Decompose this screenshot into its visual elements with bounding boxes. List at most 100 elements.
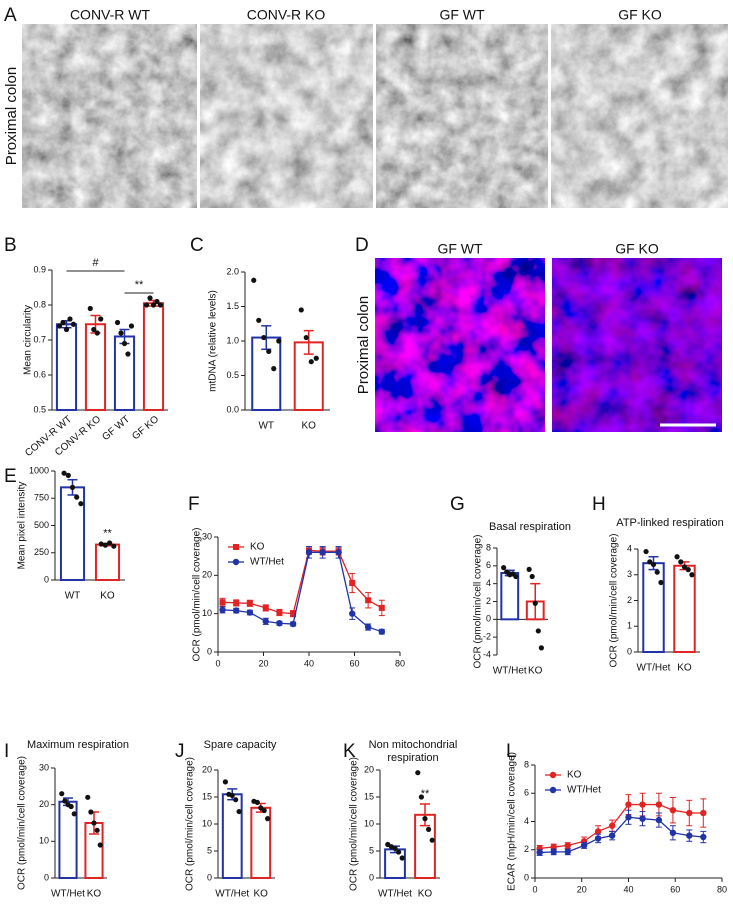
image-title: GF WT bbox=[437, 241, 483, 257]
legend-label: WT/Het bbox=[250, 557, 284, 568]
panel-letter: K bbox=[343, 741, 356, 762]
data-point bbox=[418, 794, 424, 800]
data-point bbox=[114, 319, 121, 326]
x-tick-label: KO bbox=[87, 889, 102, 900]
y-tick-label: 0.5 bbox=[226, 370, 239, 380]
data-point bbox=[700, 833, 707, 841]
data-point bbox=[68, 803, 74, 810]
data-point bbox=[229, 792, 235, 798]
data-point bbox=[608, 822, 616, 829]
data-point bbox=[426, 826, 432, 833]
data-point bbox=[246, 609, 254, 616]
x-tick-label: WT bbox=[258, 421, 274, 432]
y-tick-label: 0 bbox=[627, 646, 632, 656]
data-point bbox=[233, 797, 239, 803]
data-point bbox=[219, 599, 226, 606]
y-tick-label: 20 bbox=[202, 570, 212, 580]
data-point bbox=[308, 359, 314, 365]
x-tick-label: KO bbox=[302, 421, 317, 432]
bar bbox=[673, 564, 696, 653]
y-tick-label: 15 bbox=[364, 791, 374, 801]
data-point bbox=[538, 645, 544, 651]
x-tick-label: WT/Het bbox=[637, 663, 671, 674]
data-point bbox=[658, 579, 664, 586]
significance-label: ** bbox=[135, 279, 144, 291]
y-tick-label: 500 bbox=[34, 520, 49, 530]
x-tick-label: 80 bbox=[717, 884, 727, 894]
data-point bbox=[532, 600, 538, 606]
significance-label: # bbox=[92, 257, 99, 269]
y-axis-label: Mean pixel intensity bbox=[17, 482, 28, 570]
data-point bbox=[594, 828, 602, 835]
data-point bbox=[580, 842, 588, 849]
x-tick-label: WT bbox=[65, 591, 81, 602]
y-tick-label: 0.6 bbox=[33, 369, 46, 379]
y-tick-label: 10 bbox=[202, 818, 212, 828]
significance-label: ** bbox=[103, 527, 112, 539]
data-point bbox=[128, 323, 135, 329]
data-point bbox=[689, 572, 695, 578]
fluorescence-image bbox=[375, 258, 545, 432]
y-tick-label: 1.5 bbox=[226, 301, 239, 311]
y-tick-label: 0 bbox=[207, 646, 212, 656]
data-point bbox=[262, 604, 269, 611]
em-image bbox=[551, 24, 728, 208]
panel-title: respiration bbox=[387, 752, 438, 764]
data-point bbox=[264, 816, 271, 822]
x-tick-label: 0 bbox=[532, 884, 537, 894]
y-tick-label: 15 bbox=[202, 791, 212, 801]
data-point bbox=[639, 815, 646, 822]
data-point bbox=[70, 321, 77, 327]
x-tick-label: 40 bbox=[304, 658, 314, 668]
data-point bbox=[61, 470, 67, 476]
x-tick-label: 20 bbox=[577, 884, 587, 894]
y-tick-label: 30 bbox=[202, 531, 212, 541]
data-point bbox=[233, 599, 240, 606]
data-point bbox=[700, 809, 707, 817]
series-line bbox=[539, 803, 704, 849]
data-point bbox=[236, 808, 242, 815]
data-point bbox=[143, 302, 150, 308]
data-point bbox=[625, 814, 632, 821]
data-point bbox=[378, 604, 385, 611]
data-point bbox=[298, 307, 304, 313]
x-tick-label: 60 bbox=[670, 884, 680, 894]
data-point bbox=[157, 302, 164, 308]
y-tick-label: 10 bbox=[39, 836, 49, 846]
y-tick-label: 30 bbox=[39, 762, 49, 772]
x-tick-label: WT/Het bbox=[493, 666, 527, 677]
data-point bbox=[98, 541, 104, 547]
y-tick-label: 20 bbox=[364, 764, 374, 774]
em-image bbox=[22, 24, 197, 208]
panel-letter: A bbox=[4, 5, 17, 26]
data-point bbox=[85, 794, 91, 800]
y-tick-label: -4 bbox=[483, 649, 491, 659]
x-tick-label: 60 bbox=[349, 658, 359, 668]
data-point bbox=[56, 323, 63, 329]
y-tick-label: 0.8 bbox=[33, 299, 46, 309]
y-axis-label: OCR (pmol/min/cell coverage) bbox=[473, 535, 484, 669]
x-tick-label: 20 bbox=[258, 658, 268, 668]
panel-title: ATP-linked respiration bbox=[616, 517, 723, 529]
bar bbox=[642, 562, 665, 653]
data-point bbox=[674, 554, 680, 560]
x-tick-label: KO bbox=[254, 889, 269, 900]
data-point bbox=[150, 302, 157, 308]
data-point bbox=[303, 334, 309, 341]
x-tick-label: GF KO bbox=[130, 414, 161, 443]
y-tick-label: 0 bbox=[524, 872, 529, 882]
panel-letter: L bbox=[506, 741, 517, 762]
y-tick-label: 0.7 bbox=[33, 334, 46, 344]
data-point bbox=[526, 566, 532, 573]
x-tick-label: GF WT bbox=[100, 414, 132, 443]
data-point bbox=[276, 620, 283, 627]
data-point bbox=[266, 348, 272, 354]
row-label: Proximal colon bbox=[3, 67, 20, 165]
bar bbox=[94, 543, 121, 582]
data-point bbox=[650, 561, 657, 568]
data-point bbox=[69, 484, 76, 490]
data-point bbox=[107, 540, 113, 546]
data-point bbox=[97, 842, 103, 848]
image-title: GF WT bbox=[439, 7, 485, 23]
y-tick-label: 6 bbox=[486, 560, 491, 570]
